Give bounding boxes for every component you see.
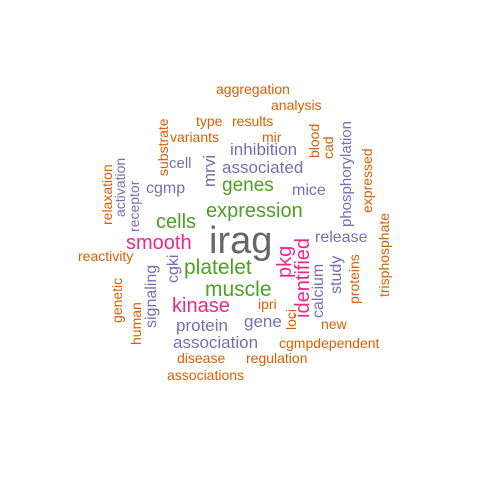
word-mice: mice: [292, 182, 326, 199]
word-new: new: [321, 316, 347, 332]
word-platelet: platelet: [184, 256, 252, 279]
word-proteins: proteins: [346, 254, 362, 304]
word-protein: protein: [176, 316, 228, 335]
word-mrvi: mrvi: [200, 154, 219, 187]
word-receptor: receptor: [126, 180, 142, 232]
word-cells: cells: [156, 211, 197, 233]
word-substrate: substrate: [155, 118, 171, 176]
word-cgki: cgki: [165, 254, 182, 283]
word-genetic: genetic: [109, 277, 125, 323]
word-associated: associated: [222, 158, 304, 177]
word-phosphorylation: phosphorylation: [338, 121, 355, 227]
word-type: type: [196, 113, 223, 129]
word-cgmp: cgmp: [146, 180, 186, 197]
word-human: human: [128, 302, 144, 345]
word-cell: cell: [169, 155, 192, 172]
word-trisphosphate: trisphosphate: [376, 212, 392, 297]
word-cgmpdependent: cgmpdependent: [279, 335, 380, 351]
word-muscle: muscle: [205, 278, 272, 301]
word-kinase: kinase: [172, 295, 230, 317]
word-smooth: smooth: [126, 232, 192, 254]
word-release: release: [315, 229, 368, 246]
word-loci: loci: [283, 308, 299, 330]
word-association: association: [173, 333, 259, 352]
word-study: study: [328, 255, 345, 294]
word-variants: variants: [170, 129, 220, 145]
word-genes: genes: [222, 175, 274, 196]
word-expression: expression: [206, 200, 303, 222]
word-regulation: regulation: [246, 350, 308, 366]
word-activation: activation: [112, 157, 128, 217]
word-blood: blood: [306, 123, 322, 158]
word-reactivity: reactivity: [78, 248, 134, 264]
word-signaling: signaling: [143, 264, 160, 328]
word-analysis: analysis: [271, 97, 322, 113]
word-ipri: ipri: [258, 296, 277, 312]
word-disease: disease: [177, 350, 226, 366]
word-calcium: calcium: [310, 263, 327, 318]
word-inhibition: inhibition: [230, 140, 298, 159]
word-expressed: expressed: [359, 148, 375, 213]
word-cad: cad: [320, 136, 336, 159]
word-results: results: [232, 113, 274, 129]
word-mir: mir: [262, 129, 282, 145]
word-irag: irag: [209, 220, 273, 262]
word-aggregation: aggregation: [216, 81, 290, 97]
word-associations: associations: [167, 367, 245, 383]
word-gene: gene: [244, 312, 282, 331]
